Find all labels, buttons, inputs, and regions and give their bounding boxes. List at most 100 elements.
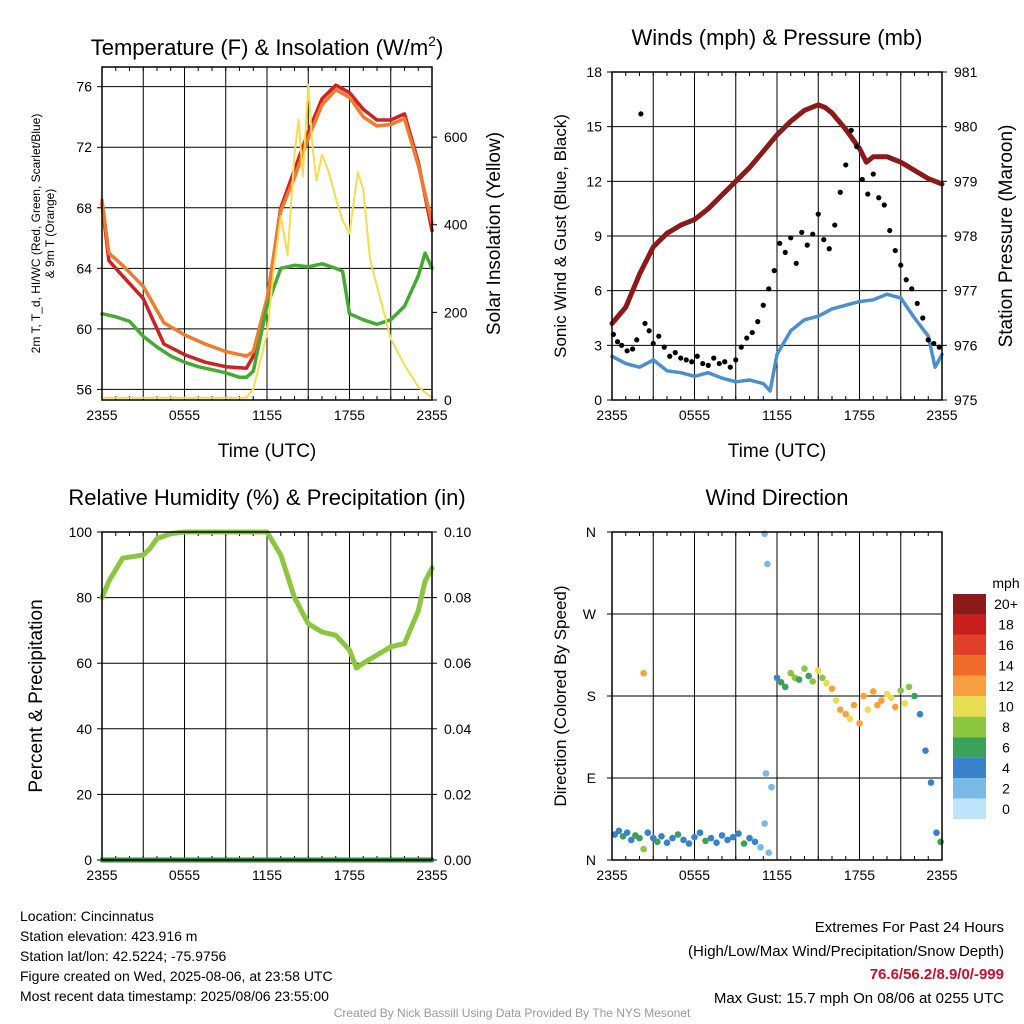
gust-point	[859, 176, 865, 183]
gust-point	[672, 350, 678, 356]
colorbar-swatch	[953, 696, 986, 717]
gust-point	[722, 359, 728, 365]
direction-point	[897, 687, 905, 694]
gust-point	[738, 344, 744, 350]
direction-point	[729, 833, 737, 841]
y-tick-label: 15	[586, 119, 602, 135]
direction-point	[916, 710, 924, 718]
colorbar-swatch	[953, 614, 986, 635]
colorbar-swatch	[953, 594, 986, 615]
direction-point	[846, 715, 854, 723]
x-tick-label: 1155	[762, 407, 792, 423]
colorbar-swatch	[953, 716, 986, 738]
colorbar-label: 0	[1002, 801, 1010, 817]
direction-point	[887, 694, 895, 702]
y-right-tick-label: 977	[954, 283, 978, 299]
direction-point	[764, 560, 771, 568]
gust-point	[711, 355, 717, 361]
gust-point	[634, 337, 640, 343]
chart-title: Relative Humidity (%) & Precipitation (i…	[68, 485, 465, 510]
station-info: Location: Cincinnatus Station elevation:…	[20, 906, 333, 1006]
x-tick-label: 2355	[596, 867, 627, 883]
direction-point	[644, 829, 652, 836]
gust-point	[821, 237, 827, 243]
colorbar-label: 18	[998, 617, 1014, 633]
x-tick-label: 2355	[86, 867, 117, 883]
gust-point	[898, 262, 904, 268]
y-tick-label: 80	[76, 590, 92, 606]
plot-frame	[101, 531, 433, 861]
x-tick-label: 2355	[926, 407, 957, 423]
gust-point	[755, 319, 761, 325]
colorbar-label: 4	[1002, 760, 1010, 776]
direction-point	[933, 829, 940, 836]
gust-point	[936, 344, 942, 350]
gust-point	[619, 342, 625, 348]
x-axis-label: Time (UTC)	[218, 441, 317, 462]
y-axis-label: Percent & Precipitation	[26, 599, 47, 792]
direction-point	[901, 699, 909, 707]
y-right-tick-label: 200	[444, 304, 468, 320]
plot-frame	[611, 531, 943, 861]
direction-point	[927, 779, 935, 786]
y-tick-label: E	[587, 770, 596, 786]
gust-point	[914, 300, 920, 307]
gust-point	[716, 360, 722, 367]
y-tick-label: 76	[76, 79, 92, 95]
direction-point	[891, 703, 899, 711]
y-right-tick-label: 0.02	[444, 786, 471, 802]
x-tick-label: 0555	[679, 407, 710, 423]
direction-point	[674, 831, 682, 838]
direction-point	[911, 692, 918, 700]
direction-point	[707, 834, 715, 842]
gust-point	[843, 162, 849, 168]
chart-panel-2: Winds (mph) & Pressure (mb) 2355 0555 1155 1…	[551, 25, 1017, 462]
colorbar-label: 12	[998, 678, 1014, 694]
direction-point	[751, 838, 759, 846]
y-right-tick-label: 0	[444, 392, 452, 408]
y-tick-label: N	[586, 852, 596, 868]
direction-point	[640, 845, 647, 853]
x-tick-label: 2355	[416, 867, 447, 883]
gust-point	[826, 246, 832, 252]
gust-point	[667, 353, 673, 359]
x-tick-label: 0555	[169, 867, 200, 883]
y-right-tick-label: 975	[954, 392, 978, 408]
gust-point	[700, 360, 706, 367]
chart-panel-3: Relative Humidity (%) & Precipitation (i…	[26, 485, 471, 883]
direction-point	[746, 834, 753, 842]
y-right-tick-label: 0.06	[444, 655, 471, 671]
gust-point	[804, 242, 810, 248]
y-right-tick-label: 0.04	[444, 721, 471, 737]
x-tick-label: 1755	[844, 867, 875, 883]
colorbar-swatch	[953, 634, 986, 656]
direction-points	[611, 530, 944, 857]
y-tick-label: 68	[76, 200, 92, 216]
gust-point	[815, 211, 821, 217]
plot-frame	[101, 66, 433, 401]
gust-point	[810, 231, 816, 237]
direction-point	[795, 676, 803, 683]
y-tick-label: 64	[76, 260, 92, 276]
y-right-axis-label: Solar Insolation (Yellow)	[484, 132, 505, 335]
y-right-tick-label: 0.00	[444, 852, 471, 868]
series-line-3	[100, 251, 434, 380]
direction-point	[814, 667, 822, 674]
y-tick-label: 6	[594, 283, 602, 299]
gust-point	[646, 328, 652, 334]
direction-point	[777, 679, 785, 686]
y-tick-label: 0	[594, 392, 602, 408]
gust-point	[931, 340, 937, 347]
direction-point	[869, 688, 877, 695]
direction-point	[937, 838, 944, 846]
direction-point	[773, 674, 781, 682]
recent-data-text: Most recent data timestamp: 2025/08/06 2…	[20, 988, 329, 1004]
direction-point	[740, 840, 748, 847]
x-tick-label: 1755	[844, 407, 875, 423]
direction-point	[713, 839, 720, 846]
y-tick-label: 12	[586, 173, 602, 189]
gust-point	[920, 315, 926, 321]
gust-point	[638, 111, 644, 117]
colorbar-label: 16	[998, 637, 1014, 653]
